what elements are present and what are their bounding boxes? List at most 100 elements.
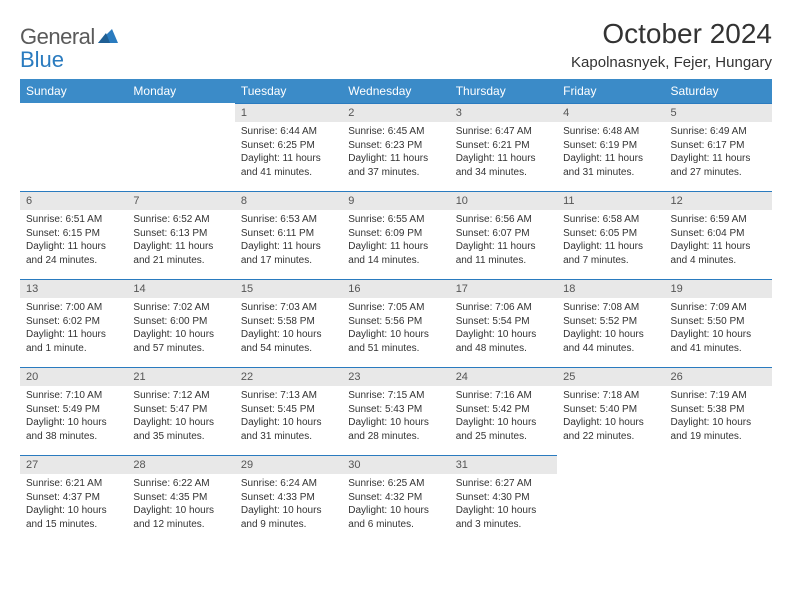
calendar-day-cell: 31Sunrise: 6:27 AMSunset: 4:30 PMDayligh… — [450, 455, 557, 543]
daylight-text: Daylight: 10 hours and 44 minutes. — [563, 328, 658, 355]
weekday-header: Sunday — [20, 79, 127, 103]
day-data: Sunrise: 6:22 AMSunset: 4:35 PMDaylight:… — [127, 474, 234, 535]
day-number: 27 — [20, 455, 127, 474]
sunrise-text: Sunrise: 7:16 AM — [456, 389, 551, 403]
day-number: 7 — [127, 191, 234, 210]
day-data: Sunrise: 6:59 AMSunset: 6:04 PMDaylight:… — [665, 210, 772, 271]
sunset-text: Sunset: 6:00 PM — [133, 315, 228, 329]
sunset-text: Sunset: 5:45 PM — [241, 403, 336, 417]
logo-text-blue: Blue — [20, 47, 772, 73]
sunrise-text: Sunrise: 7:10 AM — [26, 389, 121, 403]
calendar-day-cell: 11Sunrise: 6:58 AMSunset: 6:05 PMDayligh… — [557, 191, 664, 279]
sunrise-text: Sunrise: 6:56 AM — [456, 213, 551, 227]
day-data: Sunrise: 7:00 AMSunset: 6:02 PMDaylight:… — [20, 298, 127, 359]
day-number: 21 — [127, 367, 234, 386]
sunrise-text: Sunrise: 6:22 AM — [133, 477, 228, 491]
day-number: 28 — [127, 455, 234, 474]
calendar-day-cell: 7Sunrise: 6:52 AMSunset: 6:13 PMDaylight… — [127, 191, 234, 279]
daylight-text: Daylight: 10 hours and 51 minutes. — [348, 328, 443, 355]
sunset-text: Sunset: 6:02 PM — [26, 315, 121, 329]
calendar-day-cell: 2Sunrise: 6:45 AMSunset: 6:23 PMDaylight… — [342, 103, 449, 191]
day-data: Sunrise: 7:15 AMSunset: 5:43 PMDaylight:… — [342, 386, 449, 447]
calendar-day-cell: 29Sunrise: 6:24 AMSunset: 4:33 PMDayligh… — [235, 455, 342, 543]
calendar-week-row: 13Sunrise: 7:00 AMSunset: 6:02 PMDayligh… — [20, 279, 772, 367]
sunset-text: Sunset: 5:47 PM — [133, 403, 228, 417]
logo: General — [20, 18, 118, 50]
sunrise-text: Sunrise: 6:51 AM — [26, 213, 121, 227]
daylight-text: Daylight: 10 hours and 3 minutes. — [456, 504, 551, 531]
daylight-text: Daylight: 10 hours and 54 minutes. — [241, 328, 336, 355]
sunset-text: Sunset: 5:50 PM — [671, 315, 766, 329]
day-data: Sunrise: 6:58 AMSunset: 6:05 PMDaylight:… — [557, 210, 664, 271]
calendar-day-cell: 23Sunrise: 7:15 AMSunset: 5:43 PMDayligh… — [342, 367, 449, 455]
sunset-text: Sunset: 5:54 PM — [456, 315, 551, 329]
calendar-week-row: ....1Sunrise: 6:44 AMSunset: 6:25 PMDayl… — [20, 103, 772, 191]
daylight-text: Daylight: 10 hours and 9 minutes. — [241, 504, 336, 531]
day-number: 13 — [20, 279, 127, 298]
calendar-day-cell: 8Sunrise: 6:53 AMSunset: 6:11 PMDaylight… — [235, 191, 342, 279]
daylight-text: Daylight: 10 hours and 57 minutes. — [133, 328, 228, 355]
calendar-page: General October 2024 Kapolnasnyek, Fejer… — [0, 0, 792, 543]
daylight-text: Daylight: 11 hours and 41 minutes. — [241, 152, 336, 179]
daylight-text: Daylight: 11 hours and 37 minutes. — [348, 152, 443, 179]
day-data: Sunrise: 6:21 AMSunset: 4:37 PMDaylight:… — [20, 474, 127, 535]
calendar-day-cell: 25Sunrise: 7:18 AMSunset: 5:40 PMDayligh… — [557, 367, 664, 455]
sunrise-text: Sunrise: 7:05 AM — [348, 301, 443, 315]
daylight-text: Daylight: 11 hours and 21 minutes. — [133, 240, 228, 267]
calendar-day-cell: 20Sunrise: 7:10 AMSunset: 5:49 PMDayligh… — [20, 367, 127, 455]
day-data: Sunrise: 7:10 AMSunset: 5:49 PMDaylight:… — [20, 386, 127, 447]
sunrise-text: Sunrise: 7:19 AM — [671, 389, 766, 403]
calendar-day-cell: .. — [127, 103, 234, 191]
day-number: 2 — [342, 103, 449, 122]
daylight-text: Daylight: 11 hours and 31 minutes. — [563, 152, 658, 179]
day-number: 22 — [235, 367, 342, 386]
calendar-day-cell: 21 Sunrise: 7:12 AMSunset: 5:47 PMDayligh… — [127, 367, 234, 455]
day-data: Sunrise: 7:16 AMSunset: 5:42 PMDaylight:… — [450, 386, 557, 447]
sunset-text: Sunset: 6:04 PM — [671, 227, 766, 241]
sunrise-text: Sunrise: 7:12 AM — [133, 389, 228, 403]
sunset-text: Sunset: 6:13 PM — [133, 227, 228, 241]
sunset-text: Sunset: 6:21 PM — [456, 139, 551, 153]
sunset-text: Sunset: 6:19 PM — [563, 139, 658, 153]
day-number: 19 — [665, 279, 772, 298]
day-number: 29 — [235, 455, 342, 474]
daylight-text: Daylight: 11 hours and 24 minutes. — [26, 240, 121, 267]
day-data: Sunrise: 6:56 AMSunset: 6:07 PMDaylight:… — [450, 210, 557, 271]
calendar-day-cell: 1Sunrise: 6:44 AMSunset: 6:25 PMDaylight… — [235, 103, 342, 191]
sunset-text: Sunset: 5:49 PM — [26, 403, 121, 417]
calendar-day-cell: 27Sunrise: 6:21 AMSunset: 4:37 PMDayligh… — [20, 455, 127, 543]
calendar-day-cell: 26Sunrise: 7:19 AMSunset: 5:38 PMDayligh… — [665, 367, 772, 455]
calendar-day-cell: 6Sunrise: 6:51 AMSunset: 6:15 PMDaylight… — [20, 191, 127, 279]
weekday-header: Saturday — [665, 79, 772, 103]
sunset-text: Sunset: 4:33 PM — [241, 491, 336, 505]
day-data: Sunrise: 6:25 AMSunset: 4:32 PMDaylight:… — [342, 474, 449, 535]
calendar-header-row: SundayMondayTuesdayWednesdayThursdayFrid… — [20, 79, 772, 103]
calendar-table: SundayMondayTuesdayWednesdayThursdayFrid… — [20, 79, 772, 543]
day-number: 18 — [557, 279, 664, 298]
sunrise-text: Sunrise: 7:18 AM — [563, 389, 658, 403]
sunset-text: Sunset: 4:37 PM — [26, 491, 121, 505]
sunset-text: Sunset: 5:43 PM — [348, 403, 443, 417]
calendar-day-cell: 12Sunrise: 6:59 AMSunset: 6:04 PMDayligh… — [665, 191, 772, 279]
daylight-text: Daylight: 10 hours and 12 minutes. — [133, 504, 228, 531]
weekday-header: Tuesday — [235, 79, 342, 103]
day-data: Sunrise: 6:53 AMSunset: 6:11 PMDaylight:… — [235, 210, 342, 271]
sunrise-text: Sunrise: 6:53 AM — [241, 213, 336, 227]
daylight-text: Daylight: 11 hours and 27 minutes. — [671, 152, 766, 179]
sunset-text: Sunset: 5:56 PM — [348, 315, 443, 329]
daylight-text: Daylight: 11 hours and 4 minutes. — [671, 240, 766, 267]
daylight-text: Daylight: 10 hours and 6 minutes. — [348, 504, 443, 531]
calendar-day-cell: 10Sunrise: 6:56 AMSunset: 6:07 PMDayligh… — [450, 191, 557, 279]
weekday-header: Friday — [557, 79, 664, 103]
sunrise-text: Sunrise: 6:21 AM — [26, 477, 121, 491]
sunrise-text: Sunrise: 6:55 AM — [348, 213, 443, 227]
daylight-text: Daylight: 10 hours and 19 minutes. — [671, 416, 766, 443]
sunrise-text: Sunrise: 6:58 AM — [563, 213, 658, 227]
daylight-text: Daylight: 10 hours and 35 minutes. — [133, 416, 228, 443]
daylight-text: Daylight: 10 hours and 48 minutes. — [456, 328, 551, 355]
sunset-text: Sunset: 5:58 PM — [241, 315, 336, 329]
sunrise-text: Sunrise: 6:48 AM — [563, 125, 658, 139]
weekday-header: Thursday — [450, 79, 557, 103]
day-data: Sunrise: 7:13 AMSunset: 5:45 PMDaylight:… — [235, 386, 342, 447]
sunset-text: Sunset: 4:32 PM — [348, 491, 443, 505]
